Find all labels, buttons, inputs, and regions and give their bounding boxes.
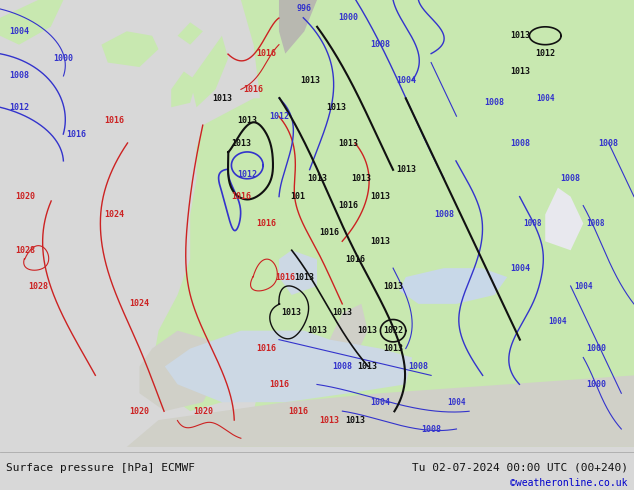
Text: 1013: 1013 — [301, 76, 321, 85]
Text: 1022: 1022 — [383, 326, 403, 335]
Text: 1013: 1013 — [358, 362, 378, 371]
Text: 1000: 1000 — [586, 344, 606, 353]
Text: 1016: 1016 — [288, 407, 308, 416]
Polygon shape — [279, 0, 368, 98]
Text: 1000: 1000 — [586, 380, 606, 389]
Text: 1028: 1028 — [28, 281, 48, 291]
Text: 1008: 1008 — [523, 219, 542, 228]
Text: 1016: 1016 — [269, 380, 289, 389]
Text: 1004: 1004 — [396, 76, 416, 85]
Text: 1013: 1013 — [320, 416, 340, 424]
Polygon shape — [171, 72, 197, 107]
Text: 1013: 1013 — [370, 237, 391, 246]
Text: 1004: 1004 — [536, 94, 555, 103]
Text: 1024: 1024 — [129, 299, 150, 308]
Text: 1008: 1008 — [9, 72, 29, 80]
Text: 1004: 1004 — [370, 398, 391, 407]
Polygon shape — [279, 0, 317, 53]
Polygon shape — [139, 331, 222, 411]
Text: 1020: 1020 — [193, 407, 213, 416]
Text: 1008: 1008 — [434, 210, 454, 219]
Text: 1016: 1016 — [345, 255, 365, 264]
Text: 1013: 1013 — [351, 174, 372, 183]
Text: 1008: 1008 — [560, 174, 581, 183]
Text: 1008: 1008 — [421, 424, 441, 434]
Text: 1013: 1013 — [332, 308, 353, 318]
Text: 1028: 1028 — [15, 246, 36, 255]
Text: 1004: 1004 — [510, 264, 530, 272]
Polygon shape — [279, 89, 304, 121]
Text: Tu 02-07-2024 00:00 UTC (00+240): Tu 02-07-2024 00:00 UTC (00+240) — [411, 463, 628, 472]
Text: 1004: 1004 — [548, 317, 567, 326]
Text: 1012: 1012 — [237, 170, 257, 179]
Text: 1012: 1012 — [269, 112, 289, 121]
Polygon shape — [545, 188, 583, 250]
Text: 1013: 1013 — [510, 67, 530, 76]
Text: 1013: 1013 — [307, 174, 327, 183]
Text: 1013: 1013 — [237, 116, 257, 125]
Text: 1013: 1013 — [358, 326, 378, 335]
Polygon shape — [330, 304, 368, 367]
Text: 1013: 1013 — [370, 192, 391, 201]
Text: 1004: 1004 — [447, 398, 466, 407]
Polygon shape — [190, 36, 228, 107]
Text: 1016: 1016 — [256, 219, 276, 228]
Polygon shape — [254, 250, 292, 348]
Text: 1016: 1016 — [66, 129, 86, 139]
Text: 1016: 1016 — [243, 85, 264, 94]
Polygon shape — [399, 268, 507, 304]
Polygon shape — [178, 23, 203, 45]
Text: 1004: 1004 — [574, 281, 593, 291]
Text: 101: 101 — [290, 192, 306, 201]
Text: 1008: 1008 — [586, 219, 605, 228]
Text: 1016: 1016 — [320, 228, 340, 237]
Text: 1008: 1008 — [510, 139, 530, 147]
Text: 1020: 1020 — [15, 192, 36, 201]
Polygon shape — [0, 0, 63, 45]
Polygon shape — [304, 250, 368, 331]
Text: 1013: 1013 — [326, 103, 346, 112]
Text: 1016: 1016 — [104, 116, 124, 125]
Text: 1013: 1013 — [383, 281, 403, 291]
Text: 996: 996 — [297, 4, 312, 13]
Text: 1013: 1013 — [339, 139, 359, 147]
Polygon shape — [127, 375, 634, 447]
Text: 1013: 1013 — [281, 308, 302, 318]
Polygon shape — [241, 0, 634, 447]
Text: 1008: 1008 — [370, 40, 391, 49]
Text: 1013: 1013 — [212, 94, 232, 103]
Text: 1016: 1016 — [256, 344, 276, 353]
Text: 1008: 1008 — [484, 98, 505, 107]
Text: 1013: 1013 — [510, 31, 530, 40]
Polygon shape — [101, 31, 158, 67]
Text: 1024: 1024 — [104, 210, 124, 219]
Polygon shape — [165, 331, 412, 402]
Text: 1013: 1013 — [231, 139, 251, 147]
Polygon shape — [152, 98, 304, 411]
Text: 1016: 1016 — [275, 272, 295, 282]
Text: 1012: 1012 — [9, 103, 29, 112]
Text: 1008: 1008 — [332, 362, 353, 371]
Text: 1008: 1008 — [408, 362, 429, 371]
Text: 1000: 1000 — [339, 13, 359, 23]
Text: 1016: 1016 — [339, 201, 359, 210]
Polygon shape — [393, 268, 583, 331]
Text: 1004: 1004 — [9, 27, 29, 36]
Text: 1020: 1020 — [129, 407, 150, 416]
Text: 1016: 1016 — [256, 49, 276, 58]
Text: 1012: 1012 — [535, 49, 555, 58]
Text: 1013: 1013 — [383, 344, 403, 353]
Text: 1013: 1013 — [294, 272, 314, 282]
Text: 1016: 1016 — [231, 192, 251, 201]
Text: Surface pressure [hPa] ECMWF: Surface pressure [hPa] ECMWF — [6, 463, 195, 472]
Text: 1013: 1013 — [307, 326, 327, 335]
Text: 1013: 1013 — [345, 416, 365, 424]
Polygon shape — [279, 250, 317, 295]
Text: 1000: 1000 — [53, 53, 74, 63]
Text: ©weatheronline.co.uk: ©weatheronline.co.uk — [510, 478, 628, 488]
Text: 1008: 1008 — [598, 139, 619, 147]
Text: 1013: 1013 — [396, 165, 416, 174]
